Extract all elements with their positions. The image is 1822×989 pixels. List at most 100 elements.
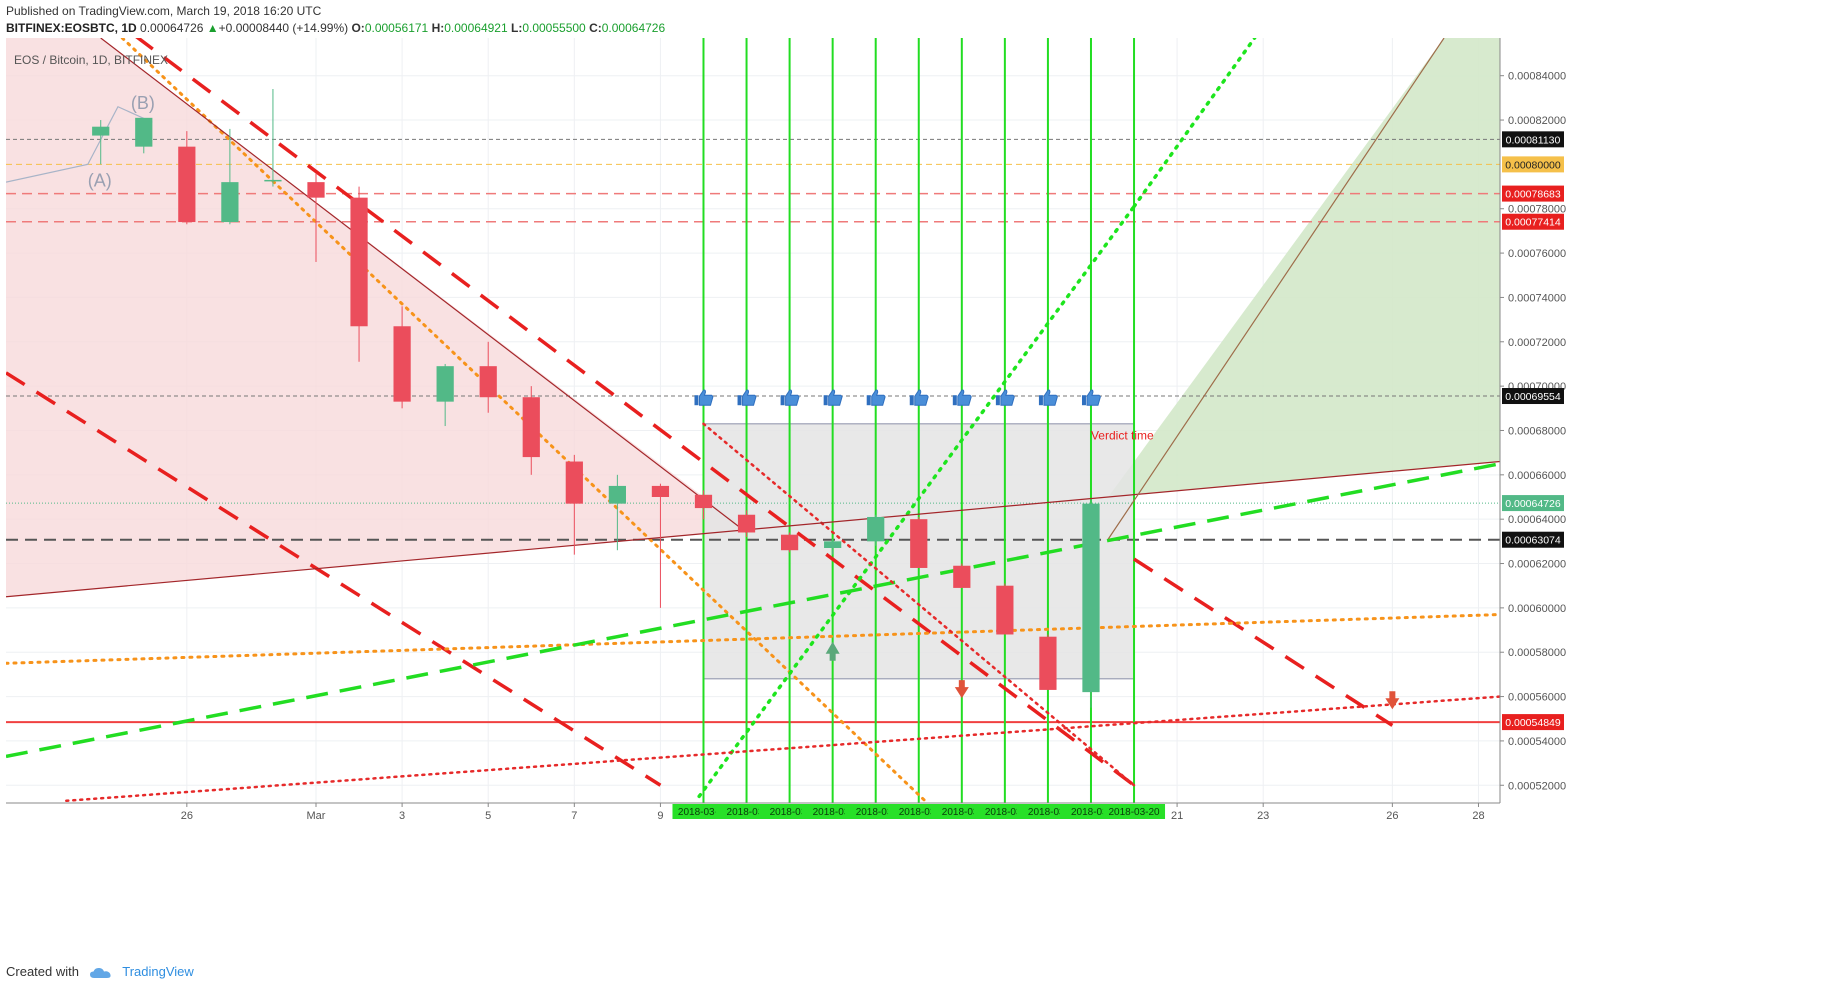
trend-line — [697, 204, 1136, 799]
x-tick-label: 21 — [1171, 810, 1183, 822]
x-tick-label: Mar — [307, 810, 326, 822]
thumbs-up-icon — [694, 389, 714, 406]
price-label-bg — [1502, 213, 1564, 230]
y-tick-label: 0.00056000 — [1508, 692, 1566, 704]
symbol-line: BITFINEX:EOSBTC, 1D 0.00064726 ▲+0.00008… — [6, 20, 665, 37]
candle-body — [221, 182, 239, 223]
y-tick-label: 0.00058000 — [1508, 647, 1566, 659]
candle-body — [608, 485, 626, 504]
x-tick-label: 26 — [1386, 810, 1398, 822]
trend-line — [1133, 557, 1394, 727]
date-label: 2018-03- — [899, 807, 939, 818]
candle-body — [953, 565, 971, 588]
candle-body — [522, 397, 540, 458]
thumbs-up-icon — [1038, 389, 1058, 406]
x-tick-label: 23 — [1257, 810, 1269, 822]
symbol-name: BITFINEX:EOSBTC, 1D — [6, 21, 137, 35]
price-label: 0.00078683 — [1505, 189, 1561, 201]
candle-body — [436, 366, 454, 402]
chart-markers: (B) (A) Verdict time — [88, 93, 1400, 710]
high-label: H: — [431, 21, 445, 35]
trend-line — [65, 695, 1500, 803]
last-price: 0.00064726 — [140, 21, 204, 35]
arrow-down-icon — [1385, 691, 1400, 710]
trend-line — [100, 38, 747, 533]
trend-line — [1132, 38, 1257, 209]
price-label-bg — [1502, 714, 1564, 731]
date-label: 2018-03- — [1071, 807, 1111, 818]
x-tick-label: 7 — [571, 810, 577, 822]
price-label: 0.00077414 — [1505, 217, 1561, 229]
candle-body — [178, 146, 196, 223]
y-tick-label: 0.00064000 — [1508, 514, 1566, 526]
annotation-label: (A) — [88, 171, 112, 191]
created-with-label: Created with — [6, 964, 79, 979]
date-label: 2018-03- — [770, 807, 810, 818]
price-label-bg — [1502, 531, 1564, 548]
candle-body — [264, 179, 282, 182]
annotation-label: (B) — [131, 93, 155, 113]
trend-line — [6, 462, 1500, 759]
price-label-bg — [1502, 388, 1564, 405]
trend-line — [135, 38, 1136, 787]
tradingview-brand[interactable]: TradingView — [122, 964, 194, 979]
candle-body — [996, 585, 1014, 635]
candle-body — [867, 516, 885, 542]
y-tick-label: 0.00082000 — [1508, 115, 1566, 127]
thumbs-up-icon — [952, 389, 972, 406]
date-label-bg — [1103, 804, 1166, 819]
low-label: L: — [510, 21, 523, 35]
price-label-bg — [1502, 156, 1564, 173]
thumbs-up-icon — [1081, 389, 1101, 406]
footer: Created with TradingView — [6, 964, 194, 980]
annotation-label: Verdict time — [1091, 428, 1154, 442]
date-label: 2018-03- — [942, 807, 982, 818]
arrow-down-icon — [954, 680, 969, 699]
thumbs-up-icon — [780, 389, 800, 406]
date-label: 2018-03- — [727, 807, 767, 818]
high-value: 0.00064921 — [444, 21, 508, 35]
price-label: 0.00064726 — [1505, 498, 1561, 510]
date-label: 2018-03- — [813, 807, 853, 818]
trend-line — [702, 422, 1136, 787]
arrow-up-icon — [825, 641, 840, 661]
low-value: 0.00055500 — [522, 21, 586, 35]
price-label: 0.00054849 — [1505, 717, 1561, 729]
candle-body — [1082, 503, 1100, 693]
close-value: 0.00064726 — [601, 21, 666, 35]
trend-line — [6, 613, 1500, 665]
y-tick-label: 0.00084000 — [1508, 71, 1566, 83]
y-tick-label: 0.00054000 — [1508, 736, 1566, 748]
trend-line — [1107, 38, 1445, 540]
y-tick-label: 0.00072000 — [1508, 337, 1566, 349]
date-label: 2018-03- — [1028, 807, 1068, 818]
candle-body — [350, 197, 368, 327]
price-label-bg — [1502, 495, 1564, 512]
triangle-up-icon: ▲ — [206, 21, 219, 35]
green-zone — [1108, 38, 1500, 497]
thumbs-up-icon — [737, 389, 757, 406]
thumbs-up-icon — [823, 389, 843, 406]
candle-body — [910, 519, 928, 568]
date-label: 2018-03- — [856, 807, 896, 818]
vertical-date-lines — [702, 38, 1136, 803]
y-tick-label: 0.00066000 — [1508, 470, 1566, 482]
thumbs-up-icon — [995, 389, 1015, 406]
candle-body — [1039, 636, 1057, 690]
price-label: 0.00081130 — [1506, 134, 1561, 146]
candlesticks — [92, 89, 1100, 708]
x-tick-label: 5 — [485, 810, 491, 822]
candle-body — [393, 326, 411, 402]
published-line: Published on TradingView.com, March 19, … — [6, 4, 322, 18]
price-label-bg — [1502, 131, 1564, 148]
tradingview-cloud-icon — [89, 967, 111, 978]
candle-body — [651, 485, 670, 497]
price-label: 0.00063074 — [1505, 535, 1561, 547]
candle-body — [307, 182, 325, 198]
y-tick-label: 0.00052000 — [1508, 780, 1566, 792]
pink-zone — [6, 38, 747, 597]
date-label: 2018-03-10 — [678, 807, 730, 818]
candle-body — [92, 126, 110, 136]
thumbs-up-icon — [866, 389, 886, 406]
